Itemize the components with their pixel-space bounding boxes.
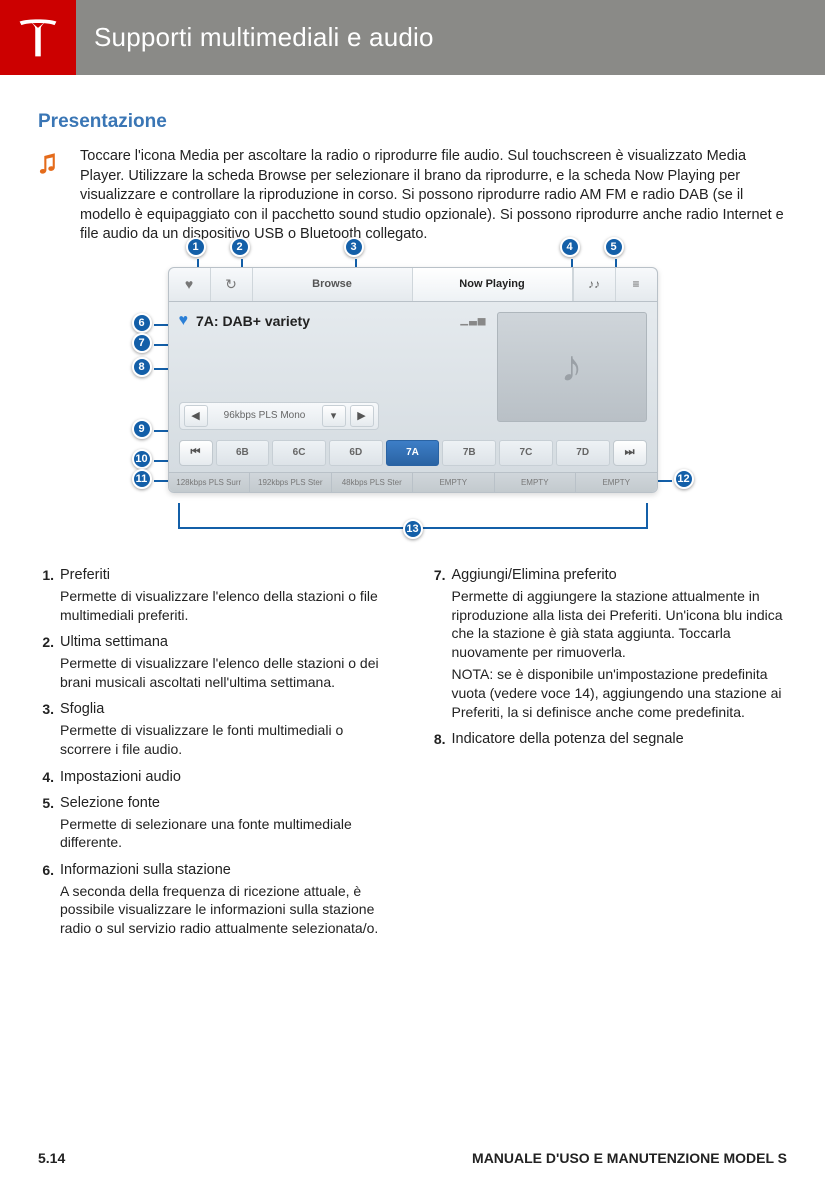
callout-2: 2 bbox=[230, 237, 250, 257]
callout-13: 13 bbox=[403, 519, 423, 539]
footer-title: MANUALE D'USO E MANUTENZIONE MODEL S bbox=[472, 1150, 787, 1166]
list-item: 7. Aggiungi/Elimina preferito Permette d… bbox=[430, 567, 788, 725]
preset-button[interactable]: 7B bbox=[442, 440, 496, 466]
callout-5: 5 bbox=[604, 237, 624, 257]
page-title: Supporti multimediali e audio bbox=[94, 22, 434, 53]
page-footer: 5.14 MANUALE D'USO E MANUTENZIONE MODEL … bbox=[38, 1150, 787, 1166]
list-item: 1. Preferiti Permette di visualizzare l'… bbox=[38, 567, 396, 628]
preset-button[interactable]: 6C bbox=[272, 440, 326, 466]
bank-slot[interactable]: 48kbps PLS Ster bbox=[332, 473, 414, 492]
item-number: 1. bbox=[38, 567, 60, 628]
item-desc: Permette di selezionare una fonte multim… bbox=[60, 815, 396, 852]
skip-back-button[interactable]: ⏮ bbox=[179, 440, 213, 466]
preset-button[interactable]: 7C bbox=[499, 440, 553, 466]
preset-button[interactable]: 7D bbox=[556, 440, 610, 466]
bank-slot[interactable]: 192kbps PLS Ster bbox=[250, 473, 332, 492]
signal-strength-icon: ▁▃▅ bbox=[460, 315, 486, 326]
preset-row: ⏮ 6B 6C 6D 7A 7B 7C 7D ⏭ bbox=[179, 440, 647, 466]
item-desc: Permette di aggiungere la stazione attua… bbox=[452, 587, 788, 661]
tesla-logo bbox=[0, 0, 76, 75]
list-col-left: 1. Preferiti Permette di visualizzare l'… bbox=[38, 567, 396, 948]
callout-3: 3 bbox=[344, 237, 364, 257]
item-title: Preferiti bbox=[60, 567, 396, 583]
bank-slot[interactable]: EMPTY bbox=[413, 473, 495, 492]
item-desc: NOTA: se è disponibile un'impostazione p… bbox=[452, 665, 788, 721]
source-select-icon[interactable]: ≡ bbox=[615, 268, 657, 301]
page-number: 5.14 bbox=[38, 1150, 65, 1166]
tesla-logo-icon bbox=[15, 15, 61, 61]
callout-9: 9 bbox=[132, 419, 152, 439]
favorite-toggle-icon[interactable]: ♥ bbox=[179, 312, 189, 330]
callout-4: 4 bbox=[560, 237, 580, 257]
preset-button[interactable]: 6B bbox=[216, 440, 270, 466]
item-number: 4. bbox=[38, 769, 60, 789]
list-col-right: 7. Aggiungi/Elimina preferito Permette d… bbox=[430, 567, 788, 948]
station-name: 7A: DAB+ variety bbox=[196, 313, 310, 329]
item-title: Sfoglia bbox=[60, 701, 396, 717]
player-main: ♥ 7A: DAB+ variety ▁▃▅ ◀ 96kbps PLS Mono… bbox=[169, 302, 657, 472]
callout-12: 12 bbox=[674, 469, 694, 489]
list-item: 6. Informazioni sulla stazione A seconda… bbox=[38, 862, 396, 942]
tune-dropdown-button[interactable]: ▾ bbox=[322, 405, 346, 427]
list-item: 8. Indicatore della potenza del segnale bbox=[430, 731, 788, 751]
tune-prev-button[interactable]: ◀ bbox=[184, 405, 208, 427]
item-number: 3. bbox=[38, 701, 60, 762]
section-title: Presentazione bbox=[38, 111, 787, 133]
item-number: 6. bbox=[38, 862, 60, 942]
content-area: Presentazione Toccare l'icona Media per … bbox=[0, 75, 825, 948]
item-title: Selezione fonte bbox=[60, 795, 396, 811]
callout-11: 11 bbox=[132, 469, 152, 489]
item-desc: A seconda della frequenza di ricezione a… bbox=[60, 882, 396, 938]
album-art: ♪ bbox=[497, 312, 647, 422]
item-number: 5. bbox=[38, 795, 60, 856]
item-title: Indicatore della potenza del segnale bbox=[452, 731, 788, 747]
bank-slot[interactable]: EMPTY bbox=[576, 473, 657, 492]
list-item: 4. Impostazioni audio bbox=[38, 769, 396, 789]
item-title: Ultima settimana bbox=[60, 634, 396, 650]
callout-6: 6 bbox=[132, 313, 152, 333]
media-player: ♥ ↻ Browse Now Playing ♪♪ ≡ ♥ bbox=[168, 267, 658, 493]
bank-slot[interactable]: 128kbps PLS Surr bbox=[169, 473, 251, 492]
item-number: 2. bbox=[38, 634, 60, 695]
tune-label: 96kbps PLS Mono bbox=[212, 410, 318, 421]
preset-bank-row: 128kbps PLS Surr 192kbps PLS Ster 48kbps… bbox=[169, 472, 657, 492]
list-item: 2. Ultima settimana Permette di visualiz… bbox=[38, 634, 396, 695]
skip-fwd-button[interactable]: ⏭ bbox=[613, 440, 647, 466]
tab-browse[interactable]: Browse bbox=[253, 268, 412, 301]
callout-7: 7 bbox=[132, 333, 152, 353]
media-player-figure: 1 2 3 4 5 6 7 8 9 10 11 12 ♥ ↻ Browse No… bbox=[168, 267, 658, 493]
item-desc: Permette di visualizzare l'elenco delle … bbox=[60, 654, 396, 691]
list-item: 5. Selezione fonte Permette di seleziona… bbox=[38, 795, 396, 856]
item-title: Impostazioni audio bbox=[60, 769, 396, 785]
item-number: 7. bbox=[430, 567, 452, 725]
tab-now-playing[interactable]: Now Playing bbox=[412, 268, 573, 301]
bank-slot[interactable]: EMPTY bbox=[495, 473, 577, 492]
item-desc: Permette di visualizzare le fonti multim… bbox=[60, 721, 396, 758]
recent-icon[interactable]: ↻ bbox=[211, 268, 253, 301]
intro-row: Toccare l'icona Media per ascoltare la r… bbox=[38, 147, 787, 245]
audio-settings-icon[interactable]: ♪♪ bbox=[573, 268, 615, 301]
page-header: Supporti multimediali e audio bbox=[0, 0, 825, 75]
preset-button[interactable]: 6D bbox=[329, 440, 383, 466]
item-title: Aggiungi/Elimina preferito bbox=[452, 567, 788, 583]
favorites-icon[interactable]: ♥ bbox=[169, 268, 211, 301]
item-number: 8. bbox=[430, 731, 452, 751]
media-note-icon bbox=[38, 149, 66, 177]
callout-1: 1 bbox=[186, 237, 206, 257]
callout-8: 8 bbox=[132, 357, 152, 377]
preset-button[interactable]: 7A bbox=[386, 440, 440, 466]
item-desc: Permette di visualizzare l'elenco della … bbox=[60, 587, 396, 624]
tune-control: ◀ 96kbps PLS Mono ▾ ▶ bbox=[179, 402, 379, 430]
player-top-bar: ♥ ↻ Browse Now Playing ♪♪ ≡ bbox=[169, 268, 657, 302]
list-item: 3. Sfoglia Permette di visualizzare le f… bbox=[38, 701, 396, 762]
intro-text: Toccare l'icona Media per ascoltare la r… bbox=[80, 147, 787, 245]
callout-10: 10 bbox=[132, 449, 152, 469]
list-columns: 1. Preferiti Permette di visualizzare l'… bbox=[38, 567, 787, 948]
tune-next-button[interactable]: ▶ bbox=[350, 405, 374, 427]
item-title: Informazioni sulla stazione bbox=[60, 862, 396, 878]
